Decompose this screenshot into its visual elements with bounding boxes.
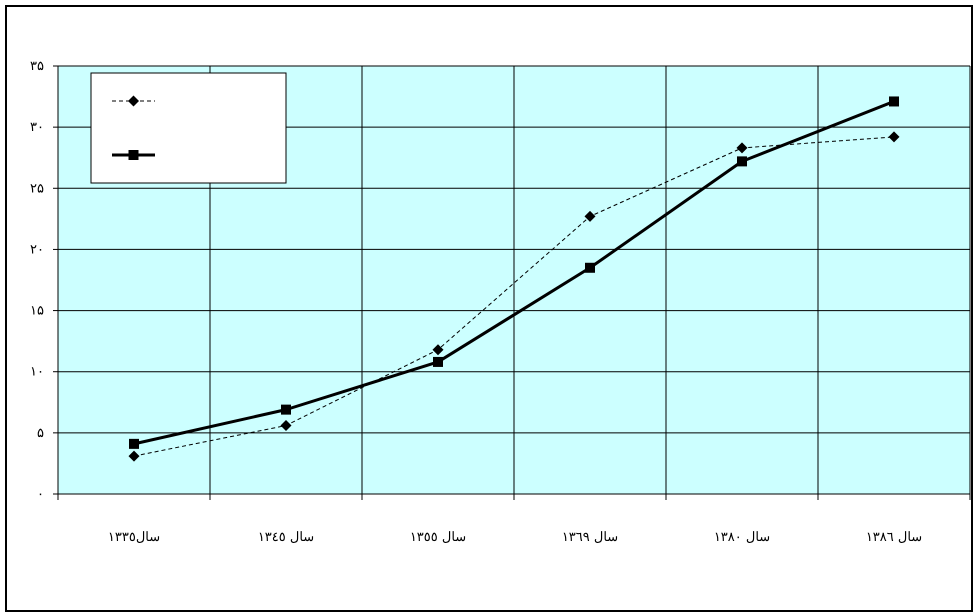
series-layer <box>128 96 900 462</box>
y-tick-label: ۵ <box>37 426 44 441</box>
legend-marker <box>128 95 139 107</box>
x-axis-ticks: سال١٣٣٥ سال ١٣٤٥ سال ١٣٥٥ سال ١٣٦٩ سال ١٣٨٠ س… <box>57 494 971 545</box>
legend-entry <box>112 95 155 107</box>
y-tick-label: ٢۵ <box>30 181 44 196</box>
data-point <box>432 344 444 356</box>
data-point <box>433 356 443 367</box>
y-tick-label: ١٠ <box>30 365 44 380</box>
x-tick-label: سال ١٣٨٦ <box>866 530 922 545</box>
data-point <box>585 262 595 273</box>
x-tick-label: سال١٣٣٥ <box>108 530 160 545</box>
x-tick-label: سال ١٣٦٩ <box>562 530 618 545</box>
x-tick-label: سال ١٣٨٠ <box>714 530 770 545</box>
y-tick-label: ٣٠ <box>30 120 44 135</box>
data-point <box>888 131 900 143</box>
data-point <box>584 210 596 222</box>
legend-marker <box>128 150 139 160</box>
data-point <box>280 420 292 432</box>
x-tick-label: سال ١٣٤٥ <box>258 530 314 545</box>
y-tick-label: ١۵ <box>30 304 44 319</box>
y-axis-ticks: ٠ ۵ ١٠ ١۵ ٢٠ ٢۵ ٣٠ ٣۵ <box>30 59 58 502</box>
data-point <box>128 450 140 462</box>
series-line <box>133 100 895 446</box>
data-point <box>737 156 747 167</box>
y-tick-label: ٢٠ <box>30 242 44 257</box>
series-1 <box>128 131 900 462</box>
legend-box <box>90 72 287 184</box>
y-tick-label: ٠ <box>37 487 44 502</box>
data-point <box>281 404 291 415</box>
series-2 <box>129 96 899 449</box>
data-point <box>889 96 899 107</box>
legend-entry <box>112 150 155 160</box>
series-line <box>133 136 895 457</box>
legend <box>90 72 287 184</box>
data-point <box>129 438 139 449</box>
x-tick-label: سال ١٣٥٥ <box>410 530 466 545</box>
y-tick-label: ٣۵ <box>30 59 44 74</box>
data-point <box>736 142 748 154</box>
